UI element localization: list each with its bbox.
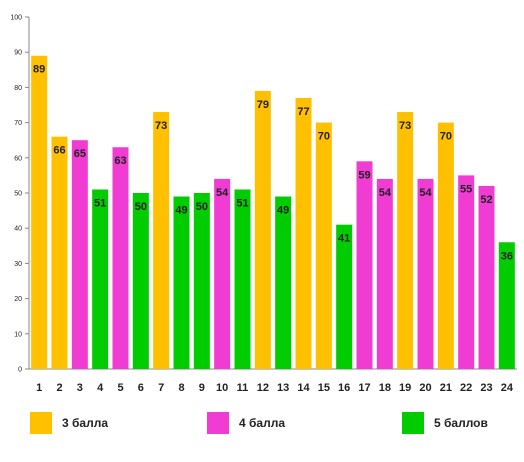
x-tick-label: 5 xyxy=(117,382,123,394)
legend-item-4: 4 балла xyxy=(207,412,285,434)
legend-label-4: 4 балла xyxy=(239,416,286,430)
legend-swatch-4 xyxy=(207,412,229,434)
data-label-21: 70 xyxy=(440,131,452,143)
y-tick-label: 10 xyxy=(14,331,22,338)
bar-17 xyxy=(356,161,373,369)
data-label-1: 89 xyxy=(33,64,45,76)
data-label-13: 49 xyxy=(277,205,289,217)
y-tick-label: 30 xyxy=(14,261,22,268)
y-tick-label: 20 xyxy=(14,296,22,303)
data-label-5: 63 xyxy=(114,155,126,167)
x-tick-label: 12 xyxy=(257,382,269,394)
legend-label-5: 5 баллов xyxy=(434,416,488,430)
bar-9 xyxy=(193,193,210,369)
bar-18 xyxy=(376,178,393,369)
x-tick-label: 14 xyxy=(297,382,310,394)
data-label-18: 54 xyxy=(379,187,392,199)
legend-item-3: 3 балла xyxy=(30,412,108,434)
bar-3 xyxy=(71,140,88,369)
bar-19 xyxy=(397,112,414,369)
data-label-17: 59 xyxy=(358,169,370,181)
data-label-15: 70 xyxy=(318,131,330,143)
y-tick-label: 50 xyxy=(14,191,22,198)
bar-22 xyxy=(458,175,475,369)
bar-7 xyxy=(153,112,170,369)
legend-swatch-5 xyxy=(402,412,424,434)
data-label-3: 65 xyxy=(74,148,86,160)
bar-11 xyxy=(234,189,251,369)
x-tick-label: 6 xyxy=(138,382,144,394)
chart-labels: 89 1 66 2 65 3 51 4 63 5 50 6 73 7 49 8 50 9 54 10 51 11 79 12 4… xyxy=(33,64,514,394)
chart-legend: 3 балла 4 балла 5 баллов xyxy=(0,412,524,442)
data-label-4: 51 xyxy=(94,197,106,209)
bar-20 xyxy=(417,178,434,369)
x-tick-label: 18 xyxy=(379,382,391,394)
data-label-11: 51 xyxy=(236,197,248,209)
chart-bars xyxy=(31,55,515,370)
chart-axes: 0 10 20 30 40 50 60 70 80 90 100 xyxy=(10,15,517,374)
bar-4 xyxy=(92,189,109,369)
x-tick-label: 11 xyxy=(237,382,249,394)
x-tick-label: 3 xyxy=(77,382,83,394)
bar-16 xyxy=(336,224,353,369)
y-tick-label: 60 xyxy=(14,155,22,162)
x-tick-label: 23 xyxy=(480,382,492,394)
data-label-6: 50 xyxy=(135,201,147,213)
data-label-9: 50 xyxy=(196,201,208,213)
bar-12 xyxy=(254,90,271,370)
data-label-20: 54 xyxy=(419,187,432,199)
x-tick-label: 10 xyxy=(216,382,228,394)
data-label-8: 49 xyxy=(175,205,187,217)
x-tick-label: 19 xyxy=(399,382,411,394)
data-label-14: 77 xyxy=(297,106,309,118)
y-tick-label: 80 xyxy=(14,85,22,92)
bar-14 xyxy=(295,97,312,370)
data-label-22: 55 xyxy=(460,183,472,195)
legend-item-5: 5 баллов xyxy=(402,412,488,434)
x-tick-label: 17 xyxy=(358,382,370,394)
x-tick-label: 7 xyxy=(158,382,164,394)
bar-6 xyxy=(132,193,149,369)
x-tick-label: 16 xyxy=(338,382,350,394)
x-tick-label: 15 xyxy=(318,382,330,394)
bar-1 xyxy=(31,55,48,369)
y-tick-label: 70 xyxy=(14,120,22,127)
y-tick-label: 0 xyxy=(18,367,22,374)
bar-13 xyxy=(275,196,292,369)
x-tick-label: 8 xyxy=(178,382,184,394)
bar-24 xyxy=(498,242,515,369)
y-tick-label: 40 xyxy=(14,226,22,233)
bar-2 xyxy=(51,136,68,369)
bar-21 xyxy=(437,122,454,369)
x-tick-label: 21 xyxy=(440,382,452,394)
data-label-23: 52 xyxy=(480,194,492,206)
x-tick-label: 13 xyxy=(277,382,289,394)
data-label-2: 66 xyxy=(53,145,65,157)
data-label-12: 79 xyxy=(257,99,269,111)
x-tick-label: 24 xyxy=(501,382,514,394)
bar-5 xyxy=(112,147,129,369)
bar-10 xyxy=(214,178,231,369)
x-tick-label: 9 xyxy=(199,382,205,394)
bar-8 xyxy=(173,196,190,369)
data-label-24: 36 xyxy=(501,250,513,262)
data-label-16: 41 xyxy=(338,233,350,245)
x-tick-label: 4 xyxy=(97,382,104,394)
bar-15 xyxy=(315,122,332,369)
x-tick-label: 20 xyxy=(419,382,431,394)
data-label-19: 73 xyxy=(399,120,411,132)
data-label-7: 73 xyxy=(155,120,167,132)
x-tick-label: 22 xyxy=(460,382,472,394)
x-tick-label: 2 xyxy=(56,382,62,394)
data-label-10: 54 xyxy=(216,187,229,199)
y-tick-label: 100 xyxy=(10,15,22,22)
legend-label-3: 3 балла xyxy=(62,416,109,430)
x-tick-label: 1 xyxy=(36,382,42,394)
legend-swatch-3 xyxy=(30,412,52,434)
bar-23 xyxy=(478,185,495,369)
y-tick-label: 90 xyxy=(14,50,22,57)
